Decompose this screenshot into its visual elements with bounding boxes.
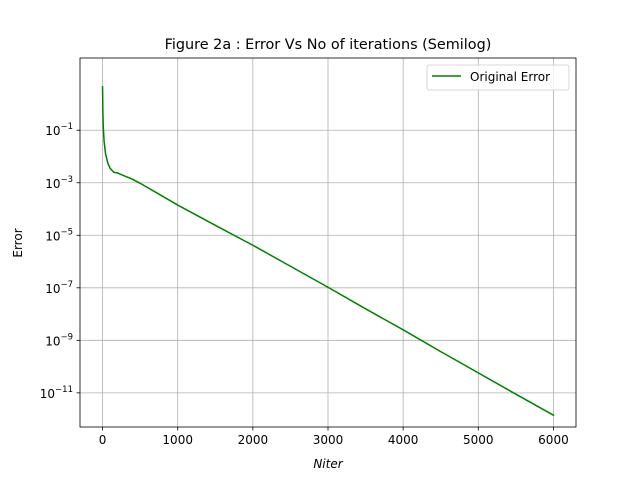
y-axis-label: Error <box>11 228 25 257</box>
series-line-original-error <box>101 86 555 417</box>
x-tick-label: 3000 <box>313 433 344 447</box>
y-tick-base: 10 <box>45 282 60 296</box>
x-tick-label: 2000 <box>238 433 269 447</box>
y-tick-base: 10 <box>45 124 60 138</box>
legend: Original Error <box>426 64 570 91</box>
y-tick-base: 10 <box>45 334 60 348</box>
x-tick-label: 5000 <box>463 433 494 447</box>
legend-box <box>426 64 570 91</box>
x-tick-label: 0 <box>99 433 107 447</box>
y-tick-base: 10 <box>45 177 60 191</box>
y-tick-exponent: −3 <box>60 175 73 185</box>
plot-area <box>101 86 555 417</box>
chart-title: Figure 2a : Error Vs No of iterations (S… <box>165 37 492 53</box>
y-tick-exponent: −1 <box>60 122 73 132</box>
y-tick-exponent: −11 <box>55 385 73 395</box>
x-tick-label: 6000 <box>538 433 569 447</box>
y-tick-label: 10−7 <box>45 280 73 296</box>
y-tick-label: 10−3 <box>45 175 73 191</box>
y-tick-exponent: −7 <box>60 280 73 290</box>
x-tick-label: 4000 <box>388 433 419 447</box>
ticks: 0 1000 2000 3000 4000 5000 600010−110−310−510−… <box>40 122 569 447</box>
y-tick-base: 10 <box>45 229 60 243</box>
y-tick-label: 10−11 <box>40 385 73 401</box>
y-tick-label: 10−1 <box>45 122 73 138</box>
y-tick-exponent: −5 <box>60 227 73 237</box>
x-axis-label: Niter <box>313 457 343 471</box>
y-tick-base: 10 <box>40 387 55 401</box>
x-tick-label: 1000 <box>162 433 193 447</box>
y-tick-label: 10−5 <box>45 227 73 243</box>
y-tick-label: 10−9 <box>45 332 73 348</box>
y-tick-exponent: −9 <box>60 332 73 342</box>
legend-entry-label: Original Error <box>470 70 550 84</box>
